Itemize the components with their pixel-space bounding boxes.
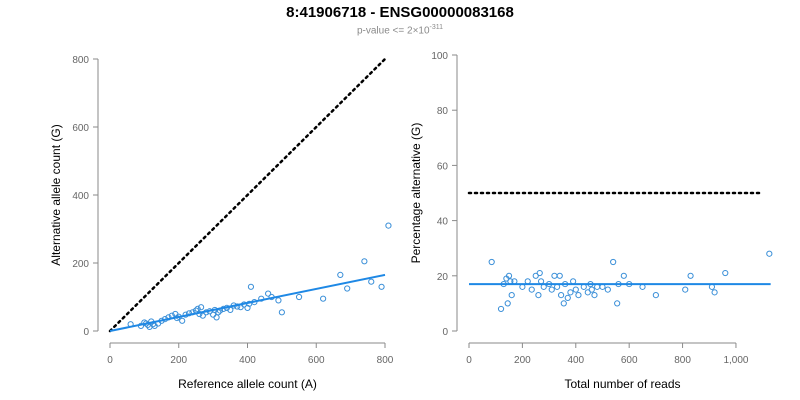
panel-1-reference-line	[108, 57, 387, 333]
panel-1-data-point	[378, 283, 385, 290]
panel-2-data-point	[687, 272, 694, 279]
panel-2-y-tick-label: 80	[437, 106, 449, 117]
panel-1-y-tick-label: 800	[72, 55, 89, 66]
panel-2-data-point	[497, 305, 505, 313]
panel-1-data-point	[295, 293, 303, 301]
panel-2-x-tick-label: 400	[567, 355, 584, 366]
panel-2-data-point	[652, 292, 659, 299]
panel-2-x-tick-label: 0	[466, 355, 472, 366]
panel-2-x-tick-label: 800	[674, 355, 691, 366]
panel-2-data-point	[564, 294, 571, 301]
panel-1-data-point	[179, 317, 186, 324]
panel-2-data-point	[620, 272, 627, 279]
panel-1-y-tick-label: 200	[72, 259, 89, 270]
panel-1-x-axis-title: Reference allele count (A)	[178, 377, 317, 391]
panel-1-data-point	[385, 222, 392, 229]
panel-1-data-point	[337, 271, 344, 278]
panel-2-y-tick-label: 20	[437, 272, 449, 283]
panel-2-data-point	[610, 258, 617, 266]
panel-2-x-tick-label: 1,000	[723, 355, 748, 366]
panel-1-y-tick-label: 400	[72, 191, 89, 202]
panel-2-data-point	[614, 300, 621, 307]
panel-1-fit-line	[109, 273, 386, 332]
panel-1-y-tick-label: 600	[72, 123, 89, 134]
panel-1-data-point	[185, 310, 193, 317]
panel-2-data-point	[535, 292, 542, 299]
panel-1-x-tick-label: 0	[107, 355, 113, 366]
panel-1-x-tick-label: 800	[377, 355, 394, 366]
panel-2-data-point	[508, 292, 515, 299]
panel-2-data-point	[548, 286, 555, 293]
panel-2-data-point	[488, 258, 495, 266]
panel-2-x-axis-title: Total number of reads	[564, 377, 680, 391]
chart-subtitle: p-value <= 2×10-311	[0, 24, 800, 36]
panel-2-data-point	[560, 300, 567, 307]
panel-1-data-point	[265, 290, 272, 297]
panel-1-data-point	[344, 285, 351, 292]
panel-1-data-point	[275, 297, 282, 304]
panel-2-data-point	[505, 272, 513, 279]
panel-1-data-point	[199, 312, 206, 319]
panel-2-data-point	[504, 300, 511, 307]
panel-1-data-point	[320, 295, 327, 302]
panel-1-data-point	[213, 314, 220, 321]
panel-2-data-point	[588, 286, 595, 293]
panel-1-data-point	[361, 258, 368, 265]
panel-2-data-point	[682, 286, 689, 293]
panel-1-data-point	[247, 283, 255, 290]
panel-1-x-tick-label: 200	[170, 355, 187, 366]
panel-2-y-tick-label: 60	[437, 161, 449, 172]
panel-2-data-point	[575, 292, 582, 299]
panel-1-y-axis-title: Alternative allele count (G)	[49, 124, 63, 265]
panel-2-data-point	[591, 292, 598, 299]
panel-2-y-tick-label: 40	[437, 217, 449, 228]
panel-2-x-tick-label: 600	[621, 355, 638, 366]
panel-2-y-tick-label: 0	[442, 327, 448, 338]
panel-2-data-point	[556, 272, 563, 279]
subtitle-exponent: -311	[429, 24, 444, 31]
panel-2-data-point	[528, 286, 535, 293]
panel-2-data-point	[604, 286, 611, 293]
panel-1-x-tick-label: 400	[239, 355, 256, 366]
chart-title: 8:41906718 - ENSG00000083168	[286, 4, 514, 21]
subtitle-text: p-value <= 2×10	[356, 25, 430, 37]
panel-2-data-point	[558, 292, 565, 299]
panel-2-x-tick-label: 200	[514, 355, 531, 366]
panel-1-x-tick-label: 600	[308, 355, 325, 366]
panel-2-y-axis-title: Percentage alternative (G)	[409, 123, 423, 264]
panel-2-data-point	[551, 272, 558, 279]
panel-1-data-point	[368, 278, 375, 285]
panel-2-data-point	[567, 289, 574, 296]
panel-1-y-tick-label: 0	[83, 327, 89, 338]
panel-2-data-point	[766, 250, 773, 257]
panel-2-y-tick-label: 100	[431, 51, 448, 62]
panel-1-data-point	[197, 304, 205, 311]
panel-1-data-point	[278, 309, 285, 316]
panel-2-data-point	[722, 269, 729, 277]
panel-2-data-point	[572, 286, 579, 293]
panel-2-data-point	[536, 269, 543, 277]
panel-2-data-point	[711, 289, 718, 296]
